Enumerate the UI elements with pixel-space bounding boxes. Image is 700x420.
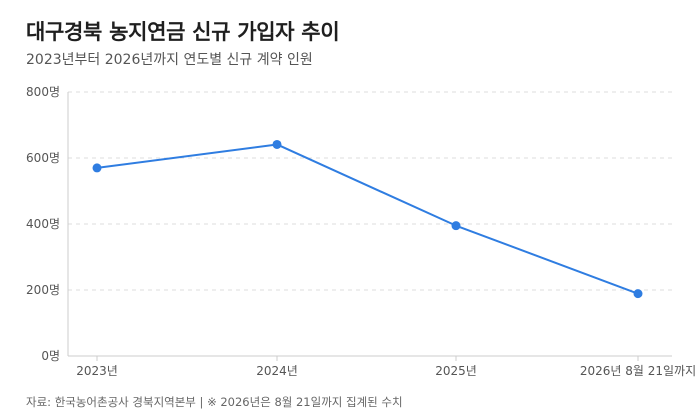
x-tick-labels: 2023년 2024년 2025년 2026년 8월 21일까지	[76, 364, 696, 378]
data-point	[633, 289, 643, 299]
y-tick-label: 400명	[26, 217, 60, 231]
data-point	[272, 139, 282, 149]
y-tick-label: 600명	[26, 151, 60, 165]
y-tick-label: 0명	[41, 349, 60, 363]
data-series	[92, 139, 643, 299]
data-point	[92, 163, 102, 173]
gridlines	[68, 91, 672, 291]
y-tick-label: 200명	[26, 283, 60, 297]
series-line	[96, 143, 639, 295]
x-tick-label: 2023년	[76, 364, 118, 378]
y-tick-labels: 0명 200명 400명 600명 800명	[26, 85, 60, 363]
y-tick-label: 800명	[26, 85, 60, 99]
data-point	[451, 221, 461, 231]
x-tick-label: 2024년	[256, 364, 298, 378]
x-tick-label: 2026년 8월 21일까지	[580, 364, 696, 378]
chart-title: 대구경북 농지연금 신규 가입자 추이	[26, 20, 340, 44]
chart-subtitle: 2023년부터 2026년까지 연도별 신규 계약 인원	[26, 52, 313, 68]
source-note: 자료: 한국농어촌공사 경북지역본부 | ※ 2026년은 8월 21일까지 집…	[26, 395, 403, 409]
axes	[67, 92, 672, 361]
x-tick-label: 2025년	[435, 364, 477, 378]
